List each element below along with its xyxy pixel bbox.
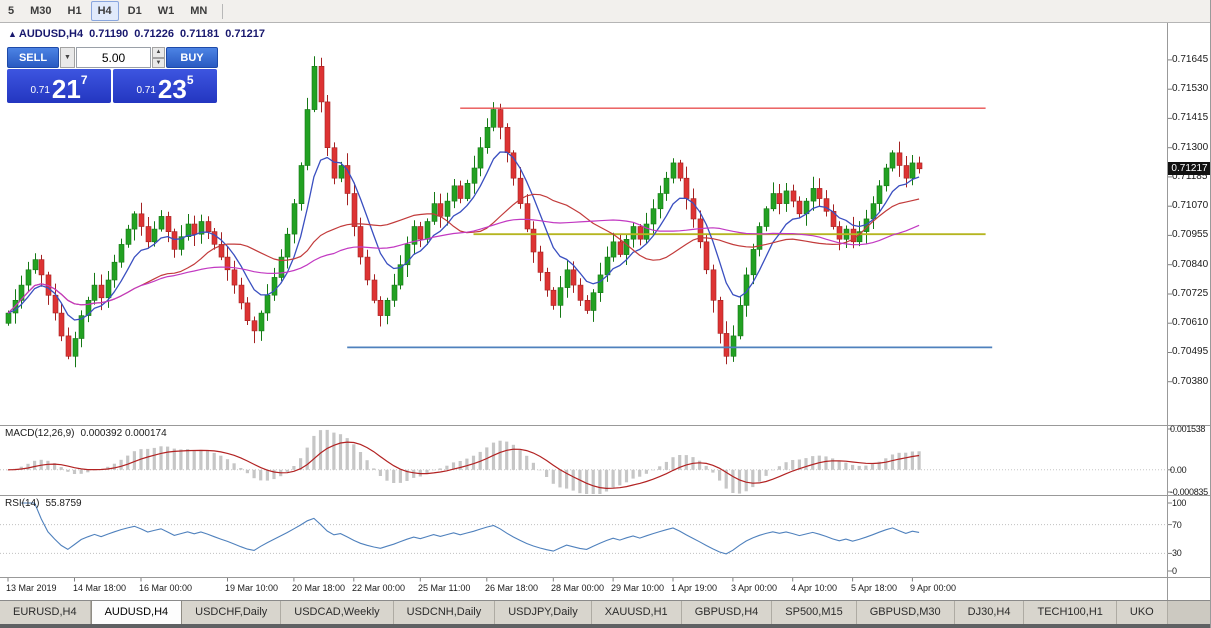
chart-tabs-bar: EURUSD,H4 AUDUSD,H4 USDCHF,Daily USDCAD,Wee… — [0, 601, 1210, 624]
timeframe-button-h4[interactable]: H4 — [90, 1, 119, 21]
buy-button[interactable]: BUY — [166, 47, 218, 68]
one-click-trading-panel: SELL ▼ ▲ ▼ BUY 0.71 21 7 0.71 23 5 — [7, 47, 219, 103]
sell-price-big: 21 — [51, 73, 81, 104]
chevron-up-icon: ▲ — [152, 47, 165, 58]
sell-price-prefix: 0.71 — [30, 85, 50, 96]
chart-tab-dj30-h4[interactable]: DJ30,H4 — [954, 601, 1025, 624]
macd-values: 0.000392 0.000174 — [80, 428, 167, 439]
ohlc-close: 0.71217 — [225, 28, 265, 40]
buy-price-big: 23 — [157, 73, 187, 104]
sell-price-panel[interactable]: 0.71 21 7 — [7, 69, 111, 103]
rsi-value: 55.8759 — [45, 498, 82, 509]
chart-tab-usdchf-daily[interactable]: USDCHF,Daily — [182, 601, 282, 624]
timeframe-button-d1[interactable]: D1 — [127, 5, 142, 17]
chart-tab-audusd-h4[interactable]: AUDUSD,H4 — [90, 601, 183, 624]
chevron-down-icon: ▼ — [152, 57, 165, 68]
chart-tab-sp500-m15[interactable]: SP500,M15 — [772, 601, 857, 624]
timeframe-button-h1[interactable]: H1 — [67, 5, 82, 17]
timeframe-toolbar: 5 M30 H1 H4 D1 W1 MN — [0, 0, 1210, 22]
toolbar-divider — [222, 3, 224, 19]
ohlc-low: 0.71181 — [180, 28, 220, 40]
chart-tab-uko[interactable]: UKO — [1116, 601, 1168, 624]
chart-tab-usdcad-weekly[interactable]: USDCAD,Weekly — [281, 601, 394, 624]
chevron-down-icon: ▼ — [64, 54, 71, 61]
timeframe-button-w1[interactable]: W1 — [157, 5, 175, 17]
rsi-label: RSI(14) — [5, 498, 40, 509]
chart-tab-xauusd-h1[interactable]: XAUUSD,H1 — [591, 601, 682, 624]
chart-tab-usdjpy-daily[interactable]: USDJPY,Daily — [495, 601, 592, 624]
chart-tab-tech100-h1[interactable]: TECH100,H1 — [1024, 601, 1117, 624]
timeframe-button-mn[interactable]: MN — [190, 5, 208, 17]
window-bottom-edge — [0, 624, 1210, 628]
volume-input[interactable] — [76, 47, 151, 68]
buy-price-pip: 5 — [186, 73, 194, 87]
chart-tab-eurusd-h4[interactable]: EURUSD,H4 — [0, 601, 91, 624]
chart-symbol-header: ▲ AUDUSD,H4 0.71190 0.71226 0.71181 0.71217 — [8, 28, 271, 40]
chart-tab-gbpusd-h4[interactable]: GBPUSD,H4 — [681, 601, 773, 624]
symbol-period-label: AUDUSD,H4 — [18, 28, 84, 40]
one-click-collapse-icon[interactable]: ▲ — [8, 29, 17, 39]
macd-label: MACD(12,26,9) — [5, 428, 75, 439]
ohlc-open: 0.71190 — [89, 28, 129, 40]
timeframe-button-m30[interactable]: M30 — [30, 5, 52, 17]
macd-header: MACD(12,26,9) 0.000392 0.000174 — [5, 428, 167, 439]
current-price-badge: 0.71217 — [1168, 162, 1210, 175]
rsi-header: RSI(14) 55.8759 — [5, 498, 82, 509]
volume-stepper[interactable]: ▲ ▼ — [152, 47, 165, 68]
buy-price-panel[interactable]: 0.71 23 5 — [113, 69, 217, 103]
sell-button[interactable]: SELL — [7, 47, 59, 68]
chart-tab-usdcnh-daily[interactable]: USDCNH,Daily — [393, 601, 496, 624]
sell-price-pip: 7 — [80, 73, 88, 87]
chart-tab-gbpusd-m30[interactable]: GBPUSD,M30 — [856, 601, 955, 624]
timeframe-button-5[interactable]: 5 — [8, 5, 15, 17]
buy-price-prefix: 0.71 — [136, 85, 156, 96]
ohlc-high: 0.71226 — [134, 28, 175, 40]
volume-dropdown-button[interactable]: ▼ — [60, 47, 75, 68]
